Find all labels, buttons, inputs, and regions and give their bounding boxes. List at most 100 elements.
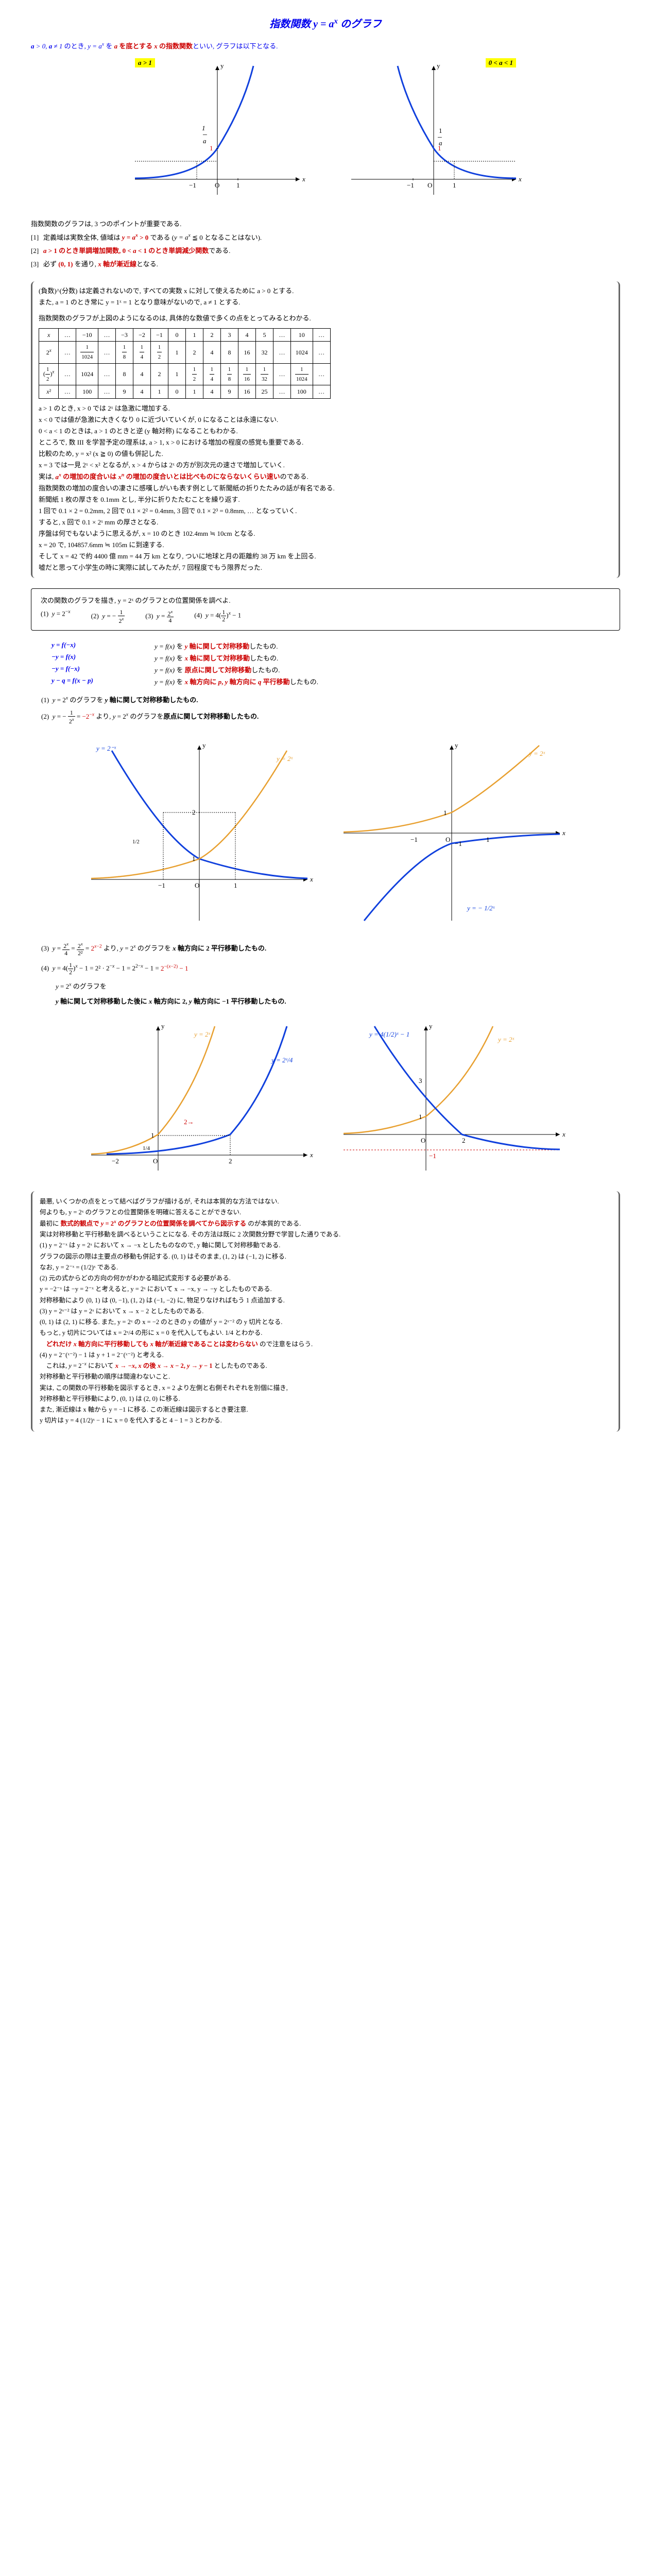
point-1: [1]定義域は実数全体, 値域は y = ax > 0 である (y = ax … bbox=[31, 231, 620, 244]
table-row: x²…100…94101491625…100… bbox=[39, 385, 331, 398]
svg-text:y = 2ˣ: y = 2ˣ bbox=[497, 1036, 515, 1043]
svg-text:1: 1 bbox=[210, 144, 213, 152]
svg-text:x: x bbox=[310, 875, 313, 883]
para-line: 序盤は何でもないように思えるが, x = 10 のとき 102.4mm ≒ 10… bbox=[39, 528, 612, 539]
ex-item: (3) y = 2x4 bbox=[145, 609, 174, 624]
para-line: 1 回で 0.1 × 2 = 0.2mm, 2 回で 0.1 × 2² = 0.… bbox=[39, 505, 612, 517]
para-line: a > 1 のとき, x > 0 では 2ˣ は急激に増加する. bbox=[39, 403, 612, 414]
svg-text:−2: −2 bbox=[112, 1157, 119, 1165]
trans-lhs: −y = f(x) bbox=[52, 653, 134, 663]
point-2: [2]a > 1 のとき単調増加関数, 0 < a < 1 のとき単調減少関数で… bbox=[31, 244, 620, 258]
svg-text:−1: −1 bbox=[429, 1152, 436, 1160]
footnote-line: (0, 1) は (2, 1) に移る. また, y = 2ˣ の x = −2… bbox=[40, 1317, 611, 1328]
chart1-label: a > 1 bbox=[135, 58, 155, 67]
para-line: 新聞紙 1 枚の厚さを 0.1mm とし, 半分に折りたたむことを繰り返す. bbox=[39, 494, 612, 505]
note1b: また, a = 1 のとき常に y = 1ˣ = 1 となり意味がないので, a… bbox=[39, 297, 612, 308]
svg-text:y: y bbox=[220, 62, 224, 70]
para-line: 指数関数の増加の度合いの凄さに感嘆しがいも表す例として新聞紙の折りたたみの話が有… bbox=[39, 483, 612, 494]
trans-lhs: y − q = f(x − p) bbox=[52, 676, 134, 686]
top-charts: a > 1 xy 1 1 1 ─ a −1O 0 < a < 1 xy 1 −1… bbox=[31, 61, 620, 207]
chart2-label: 0 < a < 1 bbox=[486, 58, 516, 67]
charts-ab: xy y = 2⁻ˣ y = 2ˣ 12 −11O 1/2 xy y = 2ˣ … bbox=[31, 735, 620, 931]
svg-text:−1: −1 bbox=[410, 836, 418, 843]
svg-text:y = 2ˣ/4: y = 2ˣ/4 bbox=[270, 1056, 293, 1064]
svg-text:1: 1 bbox=[419, 1113, 422, 1121]
table-row: (12)x…1024…8421121418116132…11024… bbox=[39, 363, 331, 385]
note-block-1: (負数)^(分数) は定義されないので, すべての実数 x に対して使えるために… bbox=[31, 281, 620, 578]
footnote-line: グラフの図示の際は主要点の移動も併記する. (0, 1) はそのまま, (1, … bbox=[40, 1251, 611, 1262]
trans-rhs: y = f(x) を 原点に関して対称移動したもの. bbox=[155, 665, 280, 674]
svg-text:1: 1 bbox=[151, 1131, 155, 1139]
para-line: 嘘だと思って小学生の時に実際に試してみたが, 7 回程度でもう限界だった. bbox=[39, 562, 612, 573]
svg-text:−1: −1 bbox=[158, 882, 165, 889]
footnote-line: 最悪, いくつかの点をとって結べばグラフが描けるが, それは本質的な方法ではない… bbox=[40, 1196, 611, 1207]
footnote-line: なお, y = 2⁻ˣ = (1/2)ˣ である. bbox=[40, 1262, 611, 1273]
svg-text:O: O bbox=[153, 1157, 158, 1165]
svg-text:O: O bbox=[421, 1137, 425, 1144]
svg-text:x: x bbox=[302, 175, 305, 183]
svg-text:y = 2ˣ: y = 2ˣ bbox=[276, 755, 293, 762]
svg-text:x: x bbox=[562, 1130, 566, 1138]
trans-lhs: −y = f(−x) bbox=[52, 665, 134, 674]
svg-text:1: 1 bbox=[192, 855, 196, 862]
chart-a-gt-1: a > 1 xy 1 1 1 ─ a −1O bbox=[125, 61, 310, 207]
svg-text:a: a bbox=[203, 137, 207, 145]
chart1-svg: xy 1 1 1 ─ a −1O bbox=[125, 61, 310, 205]
chart-ans2: xy y = 2ˣ y = − 1/2ˣ 1−1 −11O bbox=[333, 735, 570, 931]
table-row: x…−10…−3−2−1012345…10… bbox=[39, 328, 331, 341]
para-line: x < 0 では値が急激に大きくなり 0 に近づいていくが, 0 になることは永… bbox=[39, 414, 612, 426]
footnote-line: 対称移動と平行移動の順序は間違わないこと. bbox=[40, 1371, 611, 1382]
svg-text:2→: 2→ bbox=[184, 1118, 194, 1126]
key-points: 指数関数のグラフは, 3 つのポイントが重要である. [1]定義域は実数全体, … bbox=[31, 217, 620, 271]
para-line: 実は, ax の増加の度合いは xn の増加の度合いとは比べものにならないくらい… bbox=[39, 471, 612, 482]
para-line: x = 20 で, 104857.6mm ≒ 105m に到達する. bbox=[39, 539, 612, 551]
footnote-block: 最悪, いくつかの点をとって結べばグラフが描けるが, それは本質的な方法ではない… bbox=[31, 1191, 620, 1432]
svg-text:3: 3 bbox=[419, 1077, 422, 1084]
svg-text:O: O bbox=[195, 882, 199, 889]
footnote-line: (1) y = 2⁻ˣ は y = 2ˣ において x → −x としたものなの… bbox=[40, 1240, 611, 1251]
svg-text:2: 2 bbox=[229, 1157, 232, 1165]
para-line: 0 < a < 1 のときは, a > 1 のときと逆 (y 軸対称) になるこ… bbox=[39, 426, 612, 437]
points-intro: 指数関数のグラフは, 3 つのポイントが重要である. bbox=[31, 217, 620, 231]
para-line: 比較のため, y = x² (x ≧ 0) の値も併記した. bbox=[39, 448, 612, 460]
footnote-line: y = −2⁻ˣ は −y = 2⁻ˣ と考えると, y = 2ˣ において x… bbox=[40, 1284, 611, 1295]
svg-text:1/2: 1/2 bbox=[132, 839, 140, 845]
svg-text:2: 2 bbox=[192, 808, 196, 816]
para-line: そして x = 42 で約 4400 億 mm = 44 万 km となり, つ… bbox=[39, 551, 612, 562]
note1a: (負数)^(分数) は定義されないので, すべての実数 x に対して使えるために… bbox=[39, 285, 612, 297]
trans-rhs: y = f(x) を y 軸に関して対称移動したもの. bbox=[155, 641, 278, 651]
value-table: x…−10…−3−2−1012345…10… 2x…11024…18141212… bbox=[39, 328, 331, 399]
chart-ans1: xy y = 2⁻ˣ y = 2ˣ 12 −11O 1/2 bbox=[81, 735, 318, 931]
footnote-line: 対称移動により (0, 1) は (0, −1), (1, 2) は (−1, … bbox=[40, 1295, 611, 1306]
svg-text:y = − 1/2ˣ: y = − 1/2ˣ bbox=[466, 904, 495, 912]
table-row: 2x…11024…18141212481632…1024… bbox=[39, 342, 331, 364]
svg-text:1: 1 bbox=[439, 127, 442, 134]
transform-list: y = f(−x)y = f(x) を y 軸に関して対称移動したもの. −y … bbox=[52, 641, 620, 686]
svg-text:O: O bbox=[446, 836, 450, 843]
svg-text:O: O bbox=[215, 181, 219, 189]
footnote-line: 何よりも, y = 2ˣ のグラフとの位置関係を明確に答えることができない. bbox=[40, 1207, 611, 1218]
condition-line: a > 0, a ≠ 1 のとき, y = ax を a を底とする x の指数… bbox=[31, 41, 620, 50]
trans-rhs: y = f(x) を x 軸に関して対称移動したもの. bbox=[155, 653, 278, 663]
point-3: [3]必ず (0, 1) を通り, x 軸が漸近線となる. bbox=[31, 258, 620, 271]
svg-text:x: x bbox=[562, 829, 566, 837]
footnote-line: これは, y = 2−x において x → −x, x の後 x → x − 2… bbox=[40, 1361, 611, 1371]
footnote-line: (2) 元の式からどの方向の何かがわかる暗記式変形する必要がある. bbox=[40, 1273, 611, 1284]
footnote-line: どれだけ x 軸方向に平行移動しても x 軸が漸近線であることは変わらない ので… bbox=[40, 1339, 611, 1350]
svg-text:1/4: 1/4 bbox=[143, 1145, 150, 1151]
svg-text:−1: −1 bbox=[189, 181, 196, 189]
footnote-line: 実は対称移動と平行移動を調べるということになる. その方法は既に 2 次関数分野… bbox=[40, 1229, 611, 1240]
svg-text:1: 1 bbox=[236, 181, 240, 189]
ex-items: (1) y = 2−x (2) y = − 12x (3) y = 2x4 (4… bbox=[41, 609, 610, 624]
trans-rhs: y = f(x) を x 軸方向に p, y 軸方向に q 平行移動したもの. bbox=[155, 676, 318, 686]
footnote-line: また, 漸近線は x 軸から y = −1 に移る. この漸近線は図示するとき要… bbox=[40, 1404, 611, 1415]
charts-cd: xy y = 2ˣ y = 2ˣ/4 12 1/4 2→ −2O xy y = … bbox=[31, 1016, 620, 1181]
svg-text:y = 4(1/2)ˣ − 1: y = 4(1/2)ˣ − 1 bbox=[368, 1030, 409, 1038]
paras1: a > 1 のとき, x > 0 では 2ˣ は急激に増加する.x < 0 では… bbox=[39, 403, 612, 574]
note2: 指数関数のグラフが上図のようになるのは, 具体的な数値で多くの点をとってみるとわ… bbox=[39, 313, 612, 324]
svg-text:x: x bbox=[518, 175, 522, 183]
footnote-line: 実は, この関数の平行移動を図示するとき, x = 2 より左側と右側それぞれを… bbox=[40, 1383, 611, 1394]
svg-text:1: 1 bbox=[202, 124, 205, 132]
page-title: 指数関数 y = ax のグラフ bbox=[31, 15, 620, 30]
chart-a-lt-1: 0 < a < 1 xy 1 −1 1─a 1O bbox=[341, 61, 526, 207]
